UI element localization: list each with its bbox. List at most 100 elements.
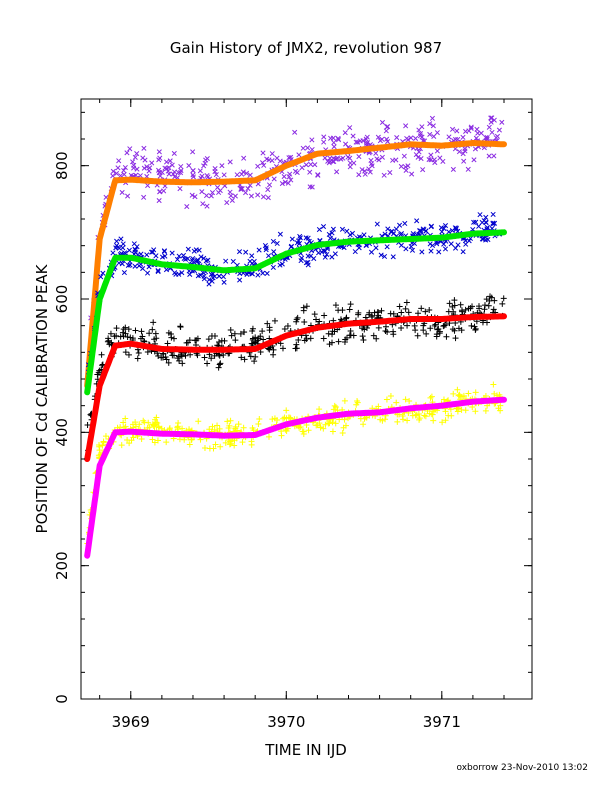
data-marker: [420, 327, 427, 334]
data-point: [86, 554, 89, 557]
data-marker: [201, 444, 208, 451]
data-marker: [154, 437, 161, 444]
data-point: [316, 416, 319, 419]
data-marker: [458, 406, 465, 413]
data-marker: [418, 305, 425, 312]
data-marker: [269, 416, 276, 423]
data-marker: [305, 145, 311, 151]
data-marker: [274, 417, 281, 424]
data-point: [347, 240, 350, 243]
data-marker: [326, 160, 332, 166]
data-marker: [264, 156, 270, 162]
data-marker: [234, 172, 240, 178]
data-marker: [265, 195, 271, 201]
data-marker: [413, 152, 419, 158]
data-marker: [212, 441, 219, 448]
data-marker: [281, 325, 288, 332]
data-marker: [296, 152, 302, 158]
data-marker: [468, 322, 475, 329]
data-marker: [140, 265, 146, 272]
data-marker: [231, 442, 238, 449]
data-marker: [312, 162, 318, 168]
data-marker: [467, 305, 474, 312]
data-marker: [228, 193, 234, 199]
data-marker: [280, 415, 287, 422]
data-marker: [183, 339, 190, 346]
data-marker: [297, 233, 303, 239]
data-marker: [418, 155, 424, 162]
data-marker: [460, 249, 466, 255]
data-marker: [171, 150, 177, 157]
data-marker: [240, 329, 247, 336]
data-marker: [191, 248, 197, 254]
data-point: [471, 316, 474, 318]
data-marker: [119, 189, 125, 195]
data-marker: [441, 225, 447, 232]
data-marker: [373, 150, 379, 156]
data-marker: [163, 356, 170, 363]
data-marker: [186, 337, 193, 344]
data-marker: [341, 245, 347, 251]
data-marker: [181, 436, 188, 443]
data-marker: [327, 158, 333, 164]
data-marker: [289, 236, 295, 242]
data-marker: [110, 250, 116, 256]
data-marker: [330, 226, 336, 232]
data-marker: [476, 223, 482, 229]
data-marker: [384, 244, 390, 250]
data-marker: [247, 182, 253, 188]
data-marker: [98, 274, 104, 280]
data-point: [223, 348, 226, 351]
data-marker: [255, 192, 261, 198]
data-marker: [335, 135, 341, 141]
data-marker: [144, 164, 150, 170]
data-point: [114, 256, 117, 259]
data-marker: [232, 337, 239, 344]
data-point: [114, 431, 117, 434]
data-marker: [141, 145, 147, 151]
data-marker: [279, 181, 285, 187]
data-marker: [416, 127, 422, 133]
data-marker: [294, 169, 300, 176]
data-marker: [261, 162, 267, 168]
data-marker: [343, 334, 350, 341]
data-marker: [322, 421, 329, 428]
data-marker: [374, 221, 380, 227]
data-marker: [419, 249, 425, 255]
data-marker: [490, 211, 496, 217]
data-marker: [144, 252, 150, 258]
data-marker: [282, 179, 288, 185]
data-marker: [361, 326, 368, 333]
data-marker: [274, 155, 280, 161]
data-marker: [333, 156, 339, 162]
data-marker: [414, 332, 421, 339]
data-marker: [182, 352, 189, 359]
data-marker: [167, 158, 173, 164]
data-marker: [488, 115, 494, 121]
series-fit-line: [84, 313, 507, 462]
data-marker: [383, 396, 390, 403]
series-layer: [84, 115, 507, 559]
data-marker: [225, 425, 232, 432]
data-marker: [198, 272, 204, 278]
data-marker: [366, 309, 373, 316]
data-marker: [442, 321, 449, 328]
data-marker: [428, 223, 435, 229]
data-marker: [161, 248, 167, 254]
data-marker: [137, 173, 143, 179]
data-marker: [104, 338, 111, 345]
data-marker: [398, 163, 404, 169]
data-marker: [463, 128, 469, 135]
data-marker: [471, 219, 477, 225]
data-marker: [264, 270, 270, 277]
data-marker: [206, 426, 213, 433]
data-marker: [277, 231, 283, 237]
data-marker: [362, 171, 368, 177]
data-marker: [262, 242, 268, 249]
data-marker: [374, 156, 380, 162]
data-marker: [98, 351, 105, 358]
data-marker: [227, 417, 234, 424]
data-marker: [335, 137, 342, 143]
data-point: [471, 232, 474, 235]
data-marker: [409, 247, 416, 253]
